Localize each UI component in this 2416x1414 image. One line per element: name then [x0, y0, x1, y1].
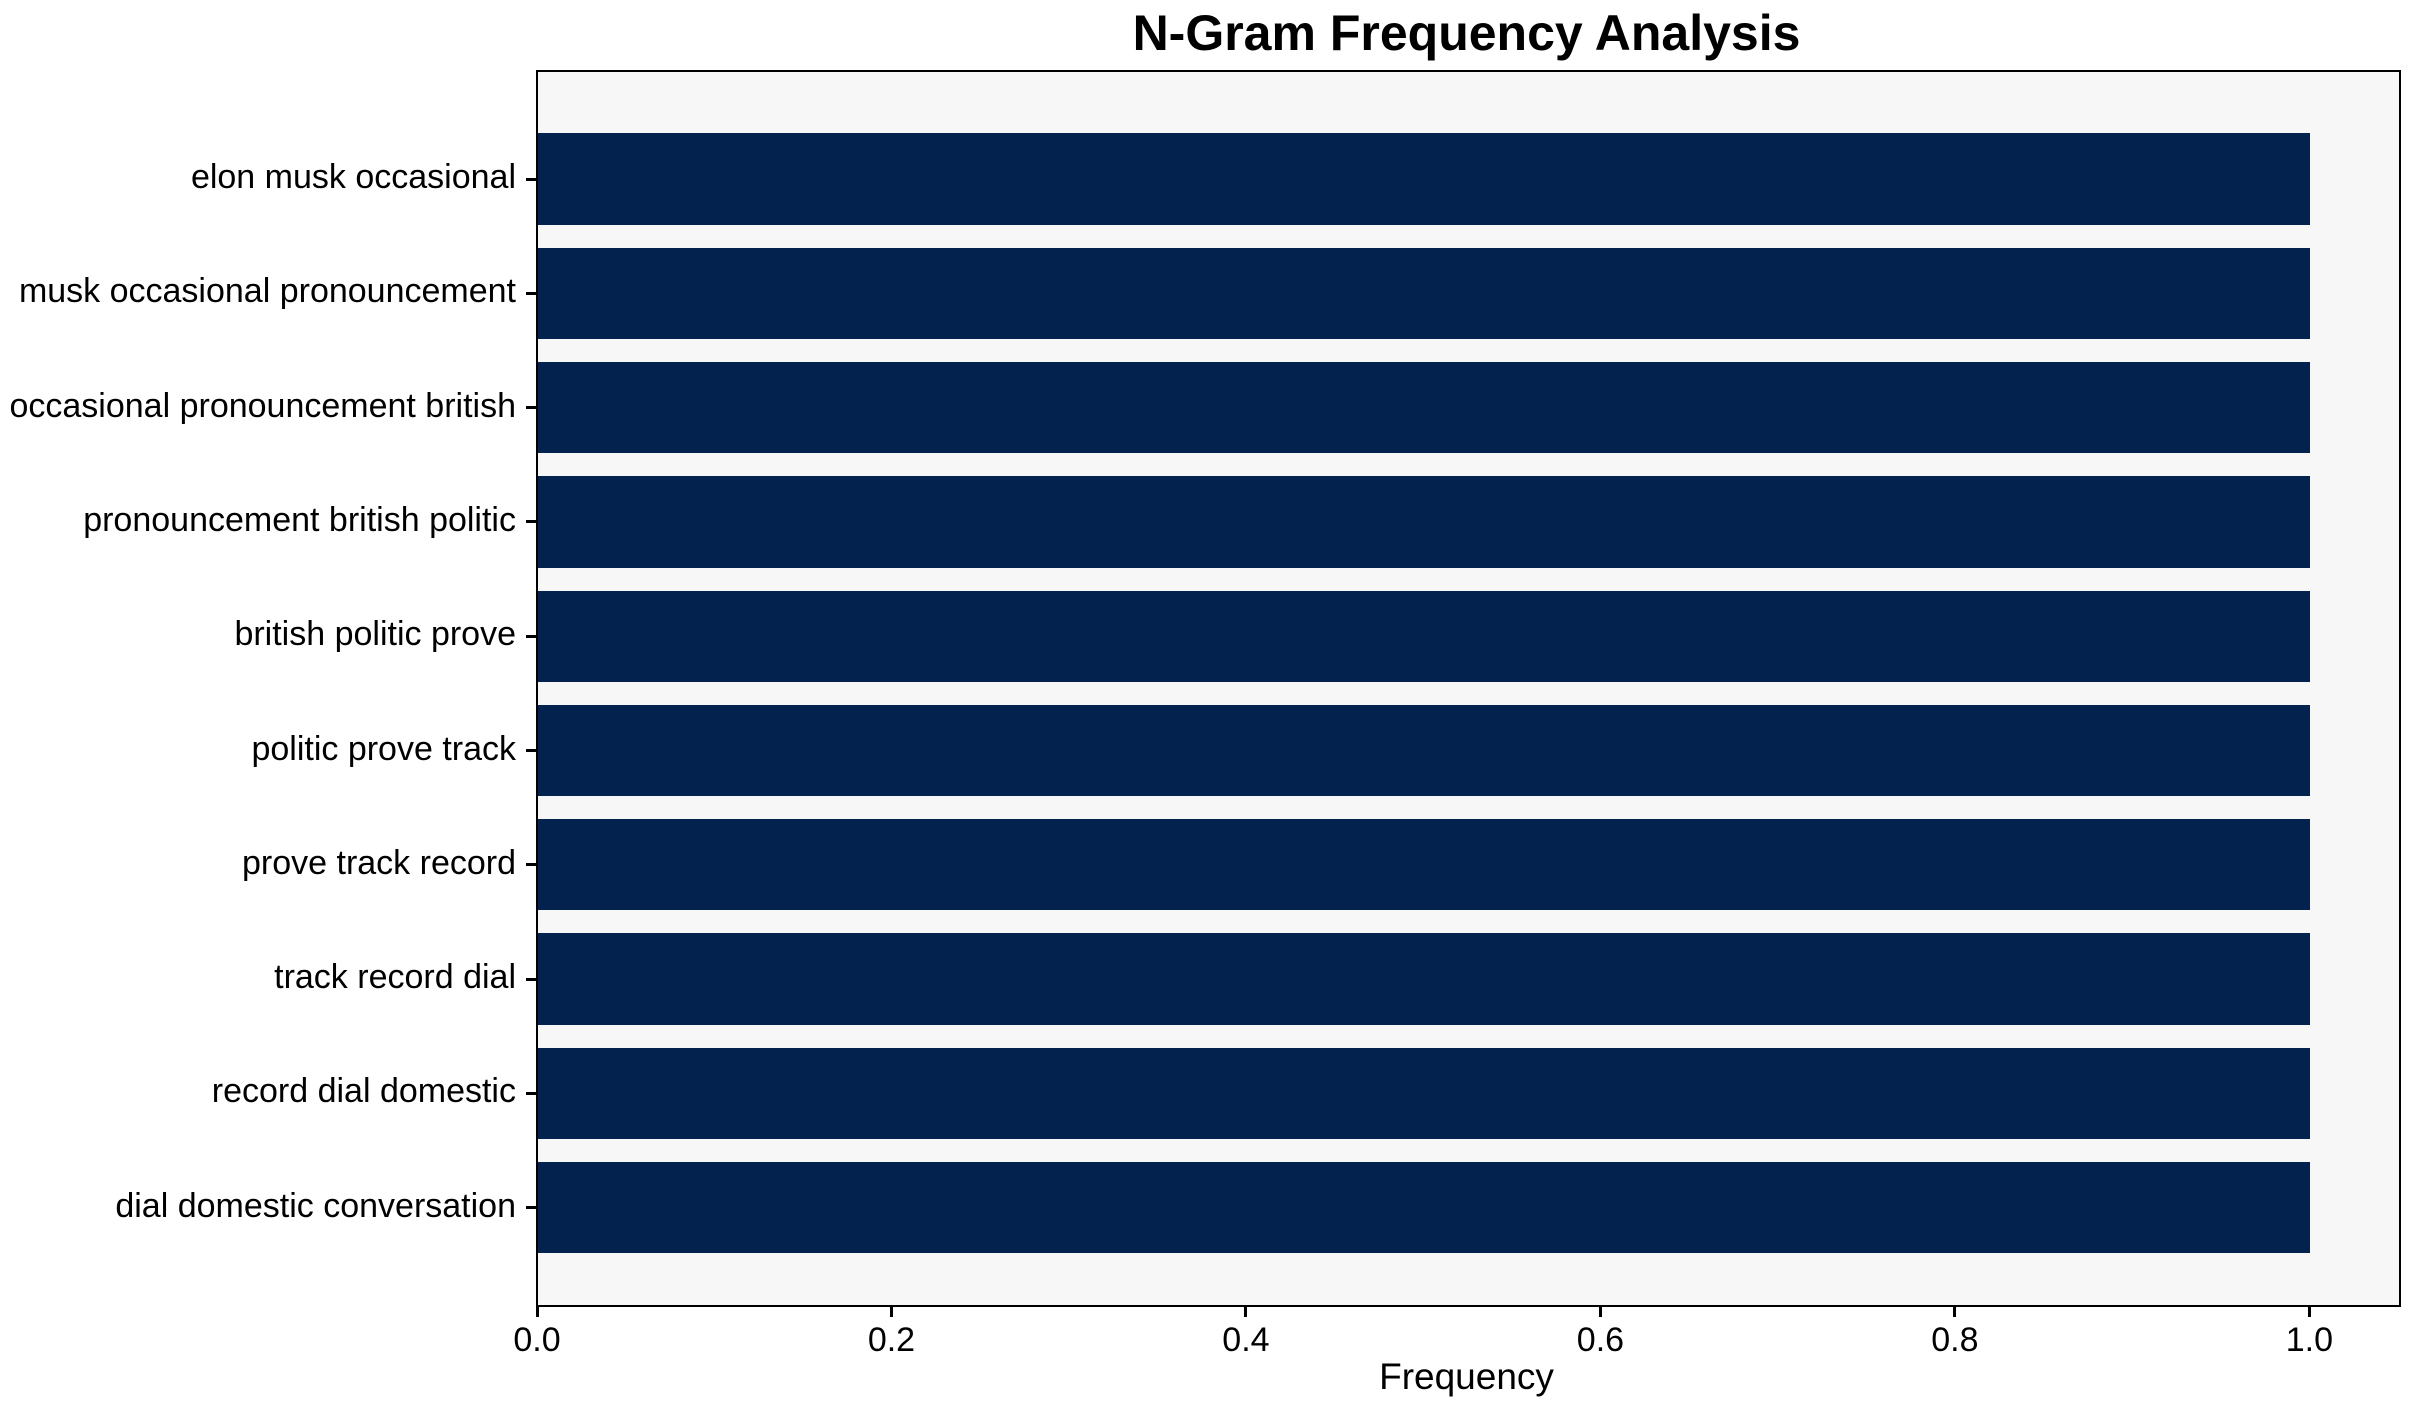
- chart-title: N-Gram Frequency Analysis: [1132, 5, 1801, 61]
- x-tick-mark: [2307, 1307, 2311, 1317]
- y-tick-mark: [526, 406, 536, 410]
- y-tick-label: record dial domestic: [211, 1072, 516, 1111]
- bar: [538, 1162, 2311, 1254]
- y-tick-label: pronouncement british politic: [83, 500, 516, 539]
- y-tick-mark: [526, 1091, 536, 1095]
- y-tick-mark: [526, 749, 536, 752]
- x-tick-label: 0.6: [1576, 1321, 1625, 1359]
- bar: [538, 933, 2311, 1025]
- x-tick-label: 0.8: [1931, 1321, 1979, 1359]
- x-tick-mark: [889, 1307, 893, 1317]
- x-tick-label: 0.0: [513, 1321, 561, 1359]
- x-tick-label: 1.0: [2285, 1321, 2333, 1359]
- y-tick-mark: [526, 1206, 536, 1210]
- y-tick-label: politic prove track: [251, 729, 516, 768]
- y-tick-label: occasional pronouncement british: [9, 386, 516, 425]
- y-tick-label: british politic prove: [234, 615, 516, 654]
- y-tick-label: prove track record: [242, 843, 516, 882]
- bar: [538, 133, 2311, 225]
- y-tick-mark: [526, 863, 536, 867]
- x-tick-label: 0.2: [867, 1321, 916, 1359]
- y-tick-mark: [526, 520, 536, 524]
- x-tick-mark: [1953, 1307, 1957, 1317]
- bar: [538, 247, 2311, 339]
- x-tick-mark: [535, 1307, 539, 1317]
- y-tick-label: track record dial: [274, 958, 516, 997]
- y-tick-label: elon musk occasional: [190, 158, 516, 196]
- bar: [538, 361, 2311, 454]
- y-tick-label: musk occasional pronouncement: [18, 272, 516, 311]
- x-tick-mark: [1244, 1307, 1248, 1317]
- y-tick-label: dial domestic conversation: [115, 1186, 516, 1225]
- x-tick-label: 0.4: [1222, 1321, 1270, 1359]
- bar: [538, 704, 2311, 797]
- y-tick-mark: [526, 291, 536, 295]
- x-tick-mark: [1598, 1307, 1602, 1317]
- plot-area: [526, 70, 2401, 1307]
- bar: [538, 1047, 2311, 1140]
- y-tick-mark: [526, 977, 536, 981]
- bar: [538, 476, 2311, 568]
- bar: [538, 819, 2311, 911]
- bar: [538, 590, 2311, 682]
- y-tick-mark: [526, 177, 536, 181]
- x-axis-title: Frequency: [1379, 1356, 1554, 1397]
- y-tick-mark: [526, 634, 536, 638]
